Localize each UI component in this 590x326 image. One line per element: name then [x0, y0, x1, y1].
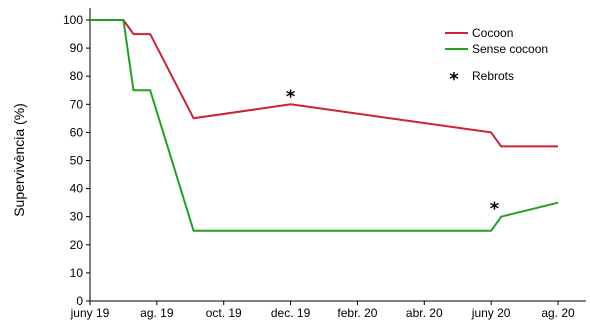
series-line-sense-cocoon	[90, 19, 559, 232]
series-line-cocoon	[90, 19, 558, 148]
legend-label-cocoon: Cocoon	[472, 26, 513, 40]
x-tick-label: dec. 19	[271, 306, 311, 320]
y-tick-label: 90	[70, 41, 84, 55]
y-tick-label: 50	[70, 154, 84, 168]
y-axis-title: Supervivència (%)	[11, 103, 27, 217]
y-tick-label: 70	[70, 97, 84, 111]
plot-frame	[89, 8, 586, 302]
legend-star-marker: *	[449, 69, 459, 90]
rebrots-star-marker: *	[286, 86, 296, 107]
x-tick-label: juny 19	[70, 306, 110, 320]
legend-label-rebrots: Rebrots	[472, 69, 514, 83]
x-tick-label: ag. 19	[140, 306, 174, 320]
series-layer	[90, 19, 559, 232]
y-axis-ticks: 0 10 20 30 40 50 60 70 80 90 100	[63, 13, 90, 308]
y-tick-label: 30	[70, 210, 84, 224]
y-tick-label: 80	[70, 69, 84, 83]
x-tick-label: febr. 20	[337, 306, 377, 320]
annotation-layer: **	[286, 86, 500, 219]
x-axis-ticks: juny 19 ag. 19 oct. 19 dec. 19 febr. 20 abr. …	[70, 301, 575, 320]
y-tick-label: 60	[70, 125, 84, 139]
legend-label-sense-cocoon: Sense cocoon	[472, 42, 548, 56]
x-tick-label: abr. 20	[406, 306, 443, 320]
y-tick-label: 0	[76, 294, 83, 308]
x-tick-label: juny 20	[471, 306, 511, 320]
y-tick-label: 40	[70, 182, 84, 196]
y-tick-label: 10	[70, 266, 84, 280]
y-tick-label: 20	[70, 238, 84, 252]
legend: Cocoon Sense cocoon * Rebrots	[445, 26, 548, 90]
rebrots-star-marker: *	[490, 199, 500, 220]
x-tick-label: ag. 20	[541, 306, 575, 320]
y-tick-label: 100	[63, 13, 83, 27]
x-tick-label: oct. 19	[206, 306, 242, 320]
